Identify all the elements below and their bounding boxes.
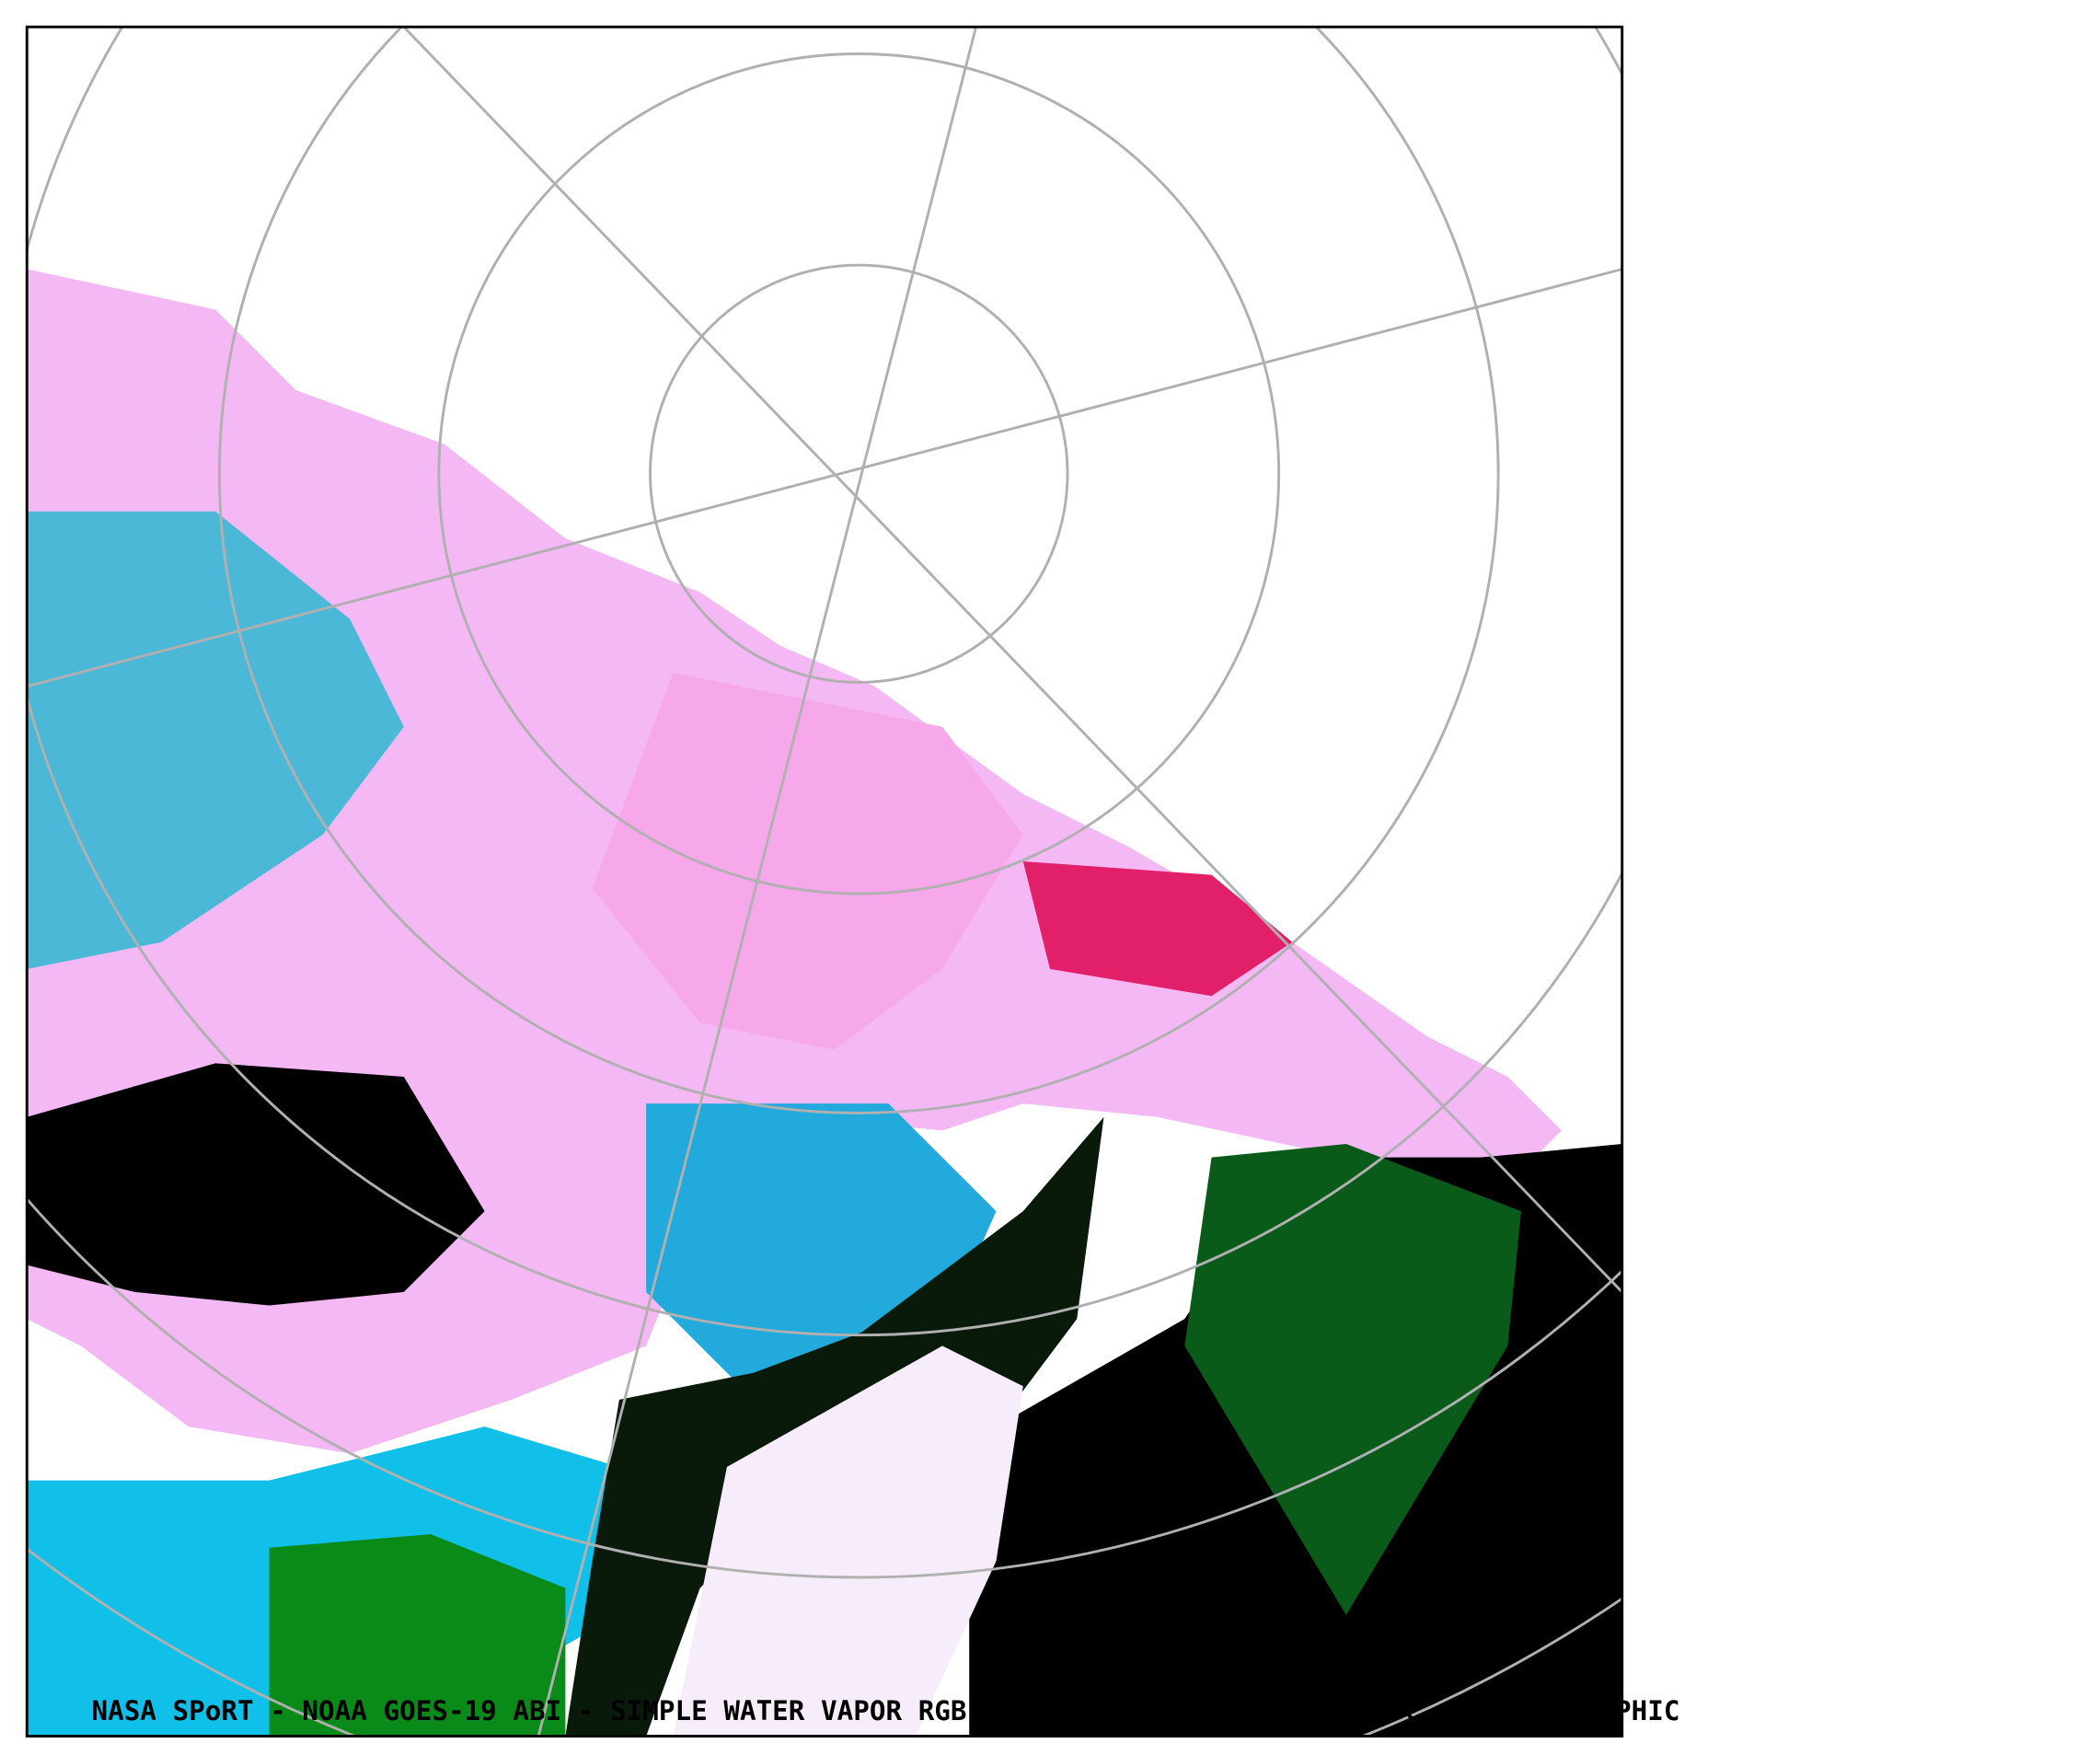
cool-region [27,511,404,969]
dry-region [27,1063,485,1306]
moist-low [1184,1144,1521,1615]
map-frame [25,25,1624,1738]
moist-low [269,1534,566,1737]
moist-core [592,673,1023,1050]
dry-band [1022,860,1293,997]
caption: NASA SPoRT - NOAA GOES-19 ABI - SIMPLE W… [91,1695,1679,1726]
high-cloud [673,1345,1023,1737]
